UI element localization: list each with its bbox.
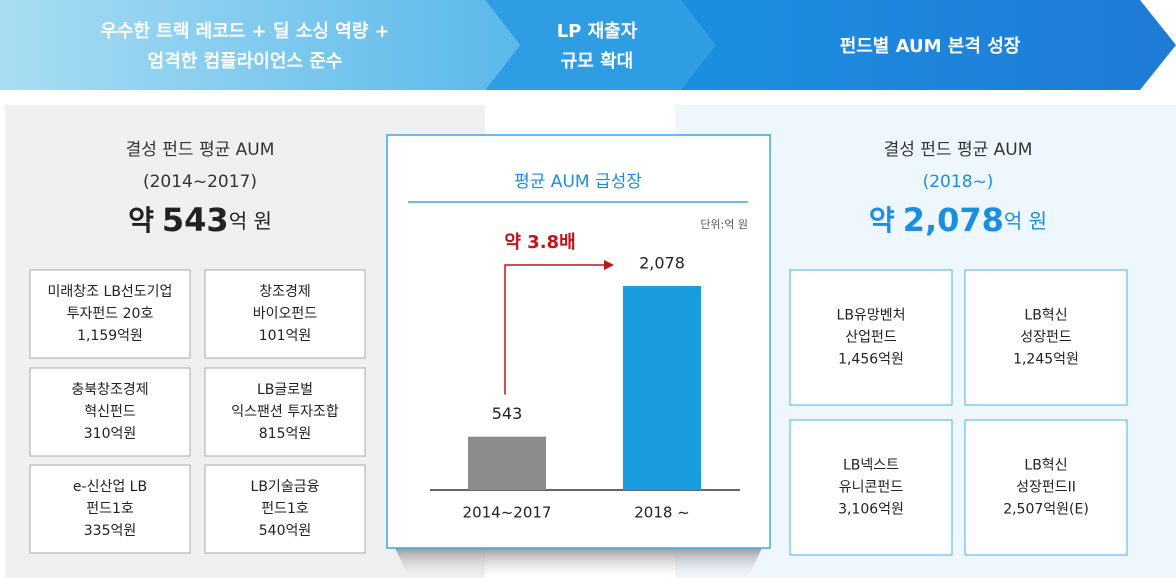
text: 유니콘펀드 — [839, 480, 904, 496]
amount-value: 2,078 — [903, 201, 1004, 239]
fund-box — [964, 269, 1128, 406]
fund-box — [29, 367, 191, 457]
text: 펀드별 AUM 본격 성장 — [840, 36, 1021, 57]
amount: 약 543억 원 — [128, 201, 272, 239]
growth-arrow — [504, 264, 606, 395]
amount-unit: 억 원 — [1004, 209, 1047, 233]
text: 815억원 — [259, 426, 311, 442]
fund-box — [29, 269, 191, 359]
text: 약 3.8배 — [504, 231, 575, 253]
text: e-신산업 LB — [73, 479, 147, 495]
shadow — [395, 548, 762, 578]
text: LB혁신 — [1024, 458, 1067, 474]
amount: 약 2,078억 원 — [869, 201, 1047, 239]
text: 펀드1호 — [86, 501, 134, 517]
amount-unit: 억 원 — [229, 209, 272, 233]
bar — [623, 285, 701, 490]
text: 익스팬션 투자조합 — [231, 404, 339, 420]
text: 충북창조경제 — [71, 382, 148, 398]
text: 2018 ~ — [634, 504, 690, 522]
text: 101억원 — [259, 328, 311, 344]
text: 미래창조 LB선도기업 — [48, 284, 173, 300]
bar — [468, 436, 546, 490]
amount-value: 543 — [162, 201, 229, 239]
text: LP 재출자 — [557, 21, 638, 42]
fund-box — [204, 367, 366, 457]
text: 단위:억 원 — [700, 218, 748, 231]
step-arrow — [680, 0, 1176, 90]
amount-prefix: 약 — [869, 204, 895, 237]
text: 펀드1호 — [261, 501, 309, 517]
text: 310억원 — [84, 426, 136, 442]
text: 2,507억원(E) — [1003, 502, 1089, 518]
text: 우수한 트랙 레코드 + 딜 소싱 역량 + — [100, 21, 389, 42]
text: LB글로벌 — [257, 382, 313, 398]
text: 2014~2017 — [463, 504, 552, 522]
fund-box — [29, 464, 191, 554]
fund-box — [964, 419, 1128, 556]
text: 1,245억원 — [1013, 352, 1079, 368]
text: 엄격한 컴플라이언스 준수 — [148, 51, 343, 72]
fund-box — [789, 269, 953, 406]
step-arrow — [0, 0, 520, 90]
text: 산업펀드 — [845, 330, 897, 346]
text: 성장펀드 — [1020, 330, 1072, 346]
text: 결성 펀드 평균 AUM — [126, 140, 275, 160]
text: LB유망벤처 — [837, 308, 906, 324]
amount-prefix: 약 — [128, 204, 154, 237]
text: LB기술금융 — [251, 479, 320, 495]
text: (2014~2017) — [143, 172, 257, 192]
text: LB혁신 — [1024, 308, 1067, 324]
step-arrow — [485, 0, 715, 90]
arrow-head — [604, 260, 614, 270]
text: 혁신펀드 — [84, 404, 136, 420]
text: 335억원 — [84, 523, 136, 539]
text: LB넥스트 — [843, 458, 899, 474]
fund-box — [789, 419, 953, 556]
text: 540억원 — [259, 523, 311, 539]
text: 투자펀드 20호 — [67, 306, 154, 322]
text: 규모 확대 — [561, 51, 634, 72]
text: 바이오펀드 — [253, 306, 318, 322]
text: 2,078 — [639, 253, 685, 272]
text: 성장펀드II — [1016, 480, 1076, 496]
text: 3,106억원 — [838, 502, 904, 518]
fund-box — [204, 464, 366, 554]
text: (2018~) — [923, 172, 994, 192]
text: 창조경제 — [259, 284, 311, 300]
text: 평균 AUM 급성장 — [514, 172, 642, 192]
chart-box — [386, 134, 771, 549]
fund-box — [204, 269, 366, 359]
text: 1,159억원 — [77, 328, 143, 344]
text: 1,456억원 — [838, 352, 904, 368]
text: 결성 펀드 평균 AUM — [884, 140, 1033, 160]
text: 543 — [492, 404, 523, 423]
